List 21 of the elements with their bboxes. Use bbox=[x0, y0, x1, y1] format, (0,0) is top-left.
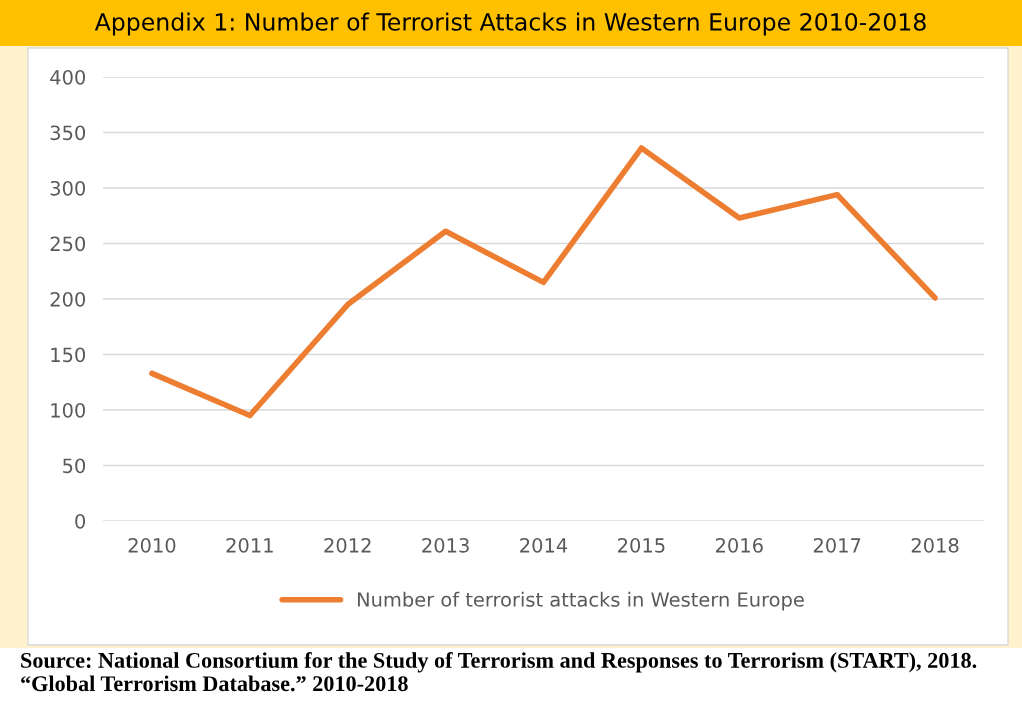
x-tick-label: 2014 bbox=[520, 538, 568, 553]
y-tick-label: 250 bbox=[50, 236, 86, 252]
x-tick-label: 2013 bbox=[422, 538, 469, 553]
y-tick-label: 0 bbox=[75, 513, 86, 529]
x-tick-label: 2011 bbox=[226, 538, 273, 553]
y-tick-label: 150 bbox=[51, 347, 86, 363]
x-tick-label: 2015 bbox=[618, 538, 665, 553]
legend-label: Number of terrorist attacks in Western Europe bbox=[357, 591, 804, 611]
y-tick-label: 50 bbox=[63, 458, 86, 474]
x-tick-label: 2012 bbox=[324, 538, 371, 553]
y-tick-label: 300 bbox=[50, 180, 86, 196]
source-note: Source: National Consortium for the Study of Terrorism and Responses to Terrorism (START), 2018. “Global Terrorism Database.” 2010-2018 bbox=[21, 652, 977, 692]
x-tick-label: 2017 bbox=[813, 538, 861, 553]
x-tick-label: 2018 bbox=[911, 538, 959, 553]
x-tick-label: 2010 bbox=[128, 538, 176, 553]
y-tick-label: 200 bbox=[50, 291, 86, 307]
x-tick-label: 2016 bbox=[715, 538, 763, 553]
chart-title: Appendix 1: Number of Terrorist Attacks in Western Europe 2010-2018 bbox=[94, 12, 926, 36]
y-tick-label: 100 bbox=[51, 402, 86, 418]
y-tick-label: 400 bbox=[50, 69, 86, 85]
y-tick-label: 350 bbox=[50, 125, 86, 141]
